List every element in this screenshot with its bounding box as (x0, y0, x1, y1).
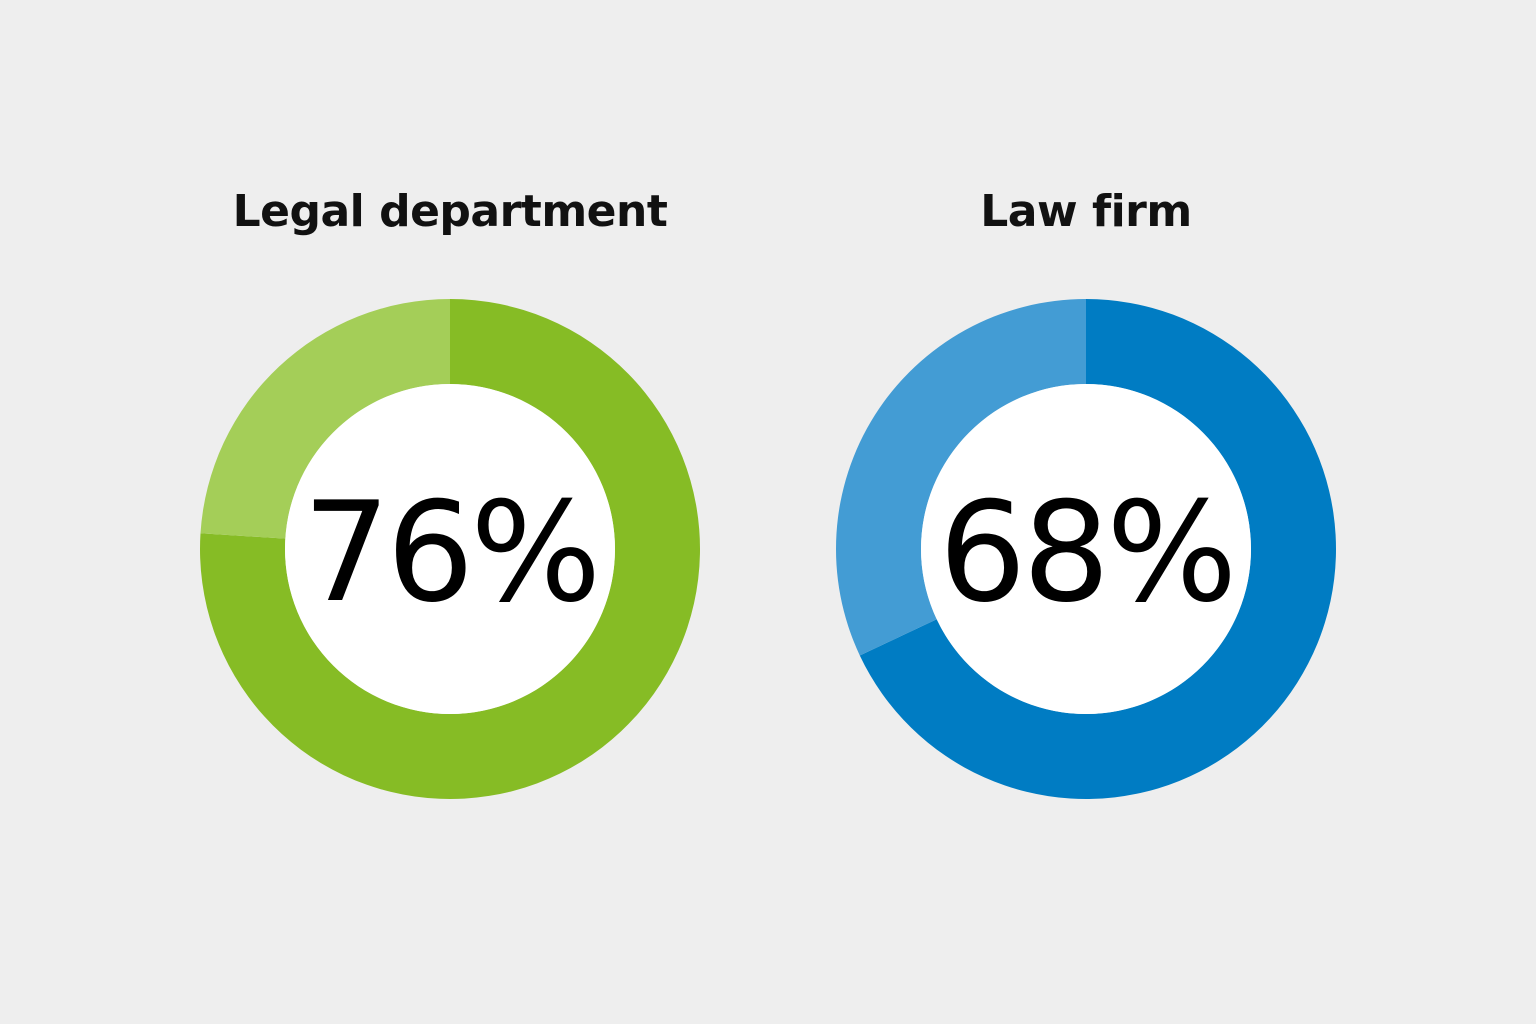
donut-center-value: 76% (302, 471, 602, 633)
donut-chart-law-firm: Law firm 68% (702, 0, 1470, 1024)
chart-title: Law firm (980, 186, 1192, 237)
donut-slice-value (200, 299, 700, 799)
donut-slice-remainder (200, 299, 450, 539)
donut-slice-value (859, 299, 1336, 799)
donut-hole (285, 384, 615, 714)
donut-hole (921, 384, 1251, 714)
donut-slice-remainder (836, 299, 1086, 656)
donut-ring (199, 298, 701, 800)
donut-center-value: 68% (938, 471, 1238, 633)
donut-ring (835, 298, 1337, 800)
donut-chart-legal-department: Legal department 76% (66, 0, 834, 1024)
donut-svg (200, 299, 700, 799)
donut-svg (836, 299, 1336, 799)
chart-title: Legal department (232, 186, 668, 237)
